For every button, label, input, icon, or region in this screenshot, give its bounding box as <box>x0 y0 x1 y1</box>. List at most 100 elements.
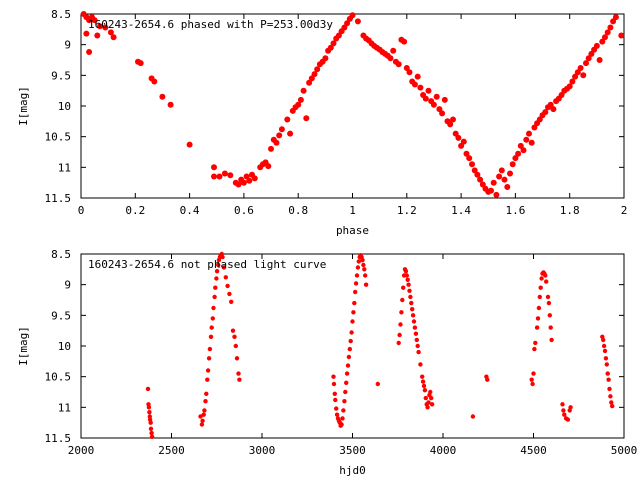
data-point <box>340 416 345 421</box>
data-point <box>206 356 212 361</box>
data-point <box>398 322 403 327</box>
data-point <box>501 176 508 183</box>
data-point <box>403 65 410 71</box>
data-point <box>363 282 369 287</box>
data-point <box>471 167 478 174</box>
data-point <box>412 325 418 330</box>
y-tick-label: 9.5 <box>51 309 71 322</box>
data-point <box>544 279 549 284</box>
data-point <box>199 422 205 427</box>
data-point <box>596 57 603 63</box>
data-point <box>355 265 361 270</box>
data-point <box>580 72 587 79</box>
data-point <box>335 32 342 39</box>
data-point <box>284 116 291 123</box>
data-point <box>602 348 608 354</box>
y-tick-label: 10.5 <box>45 371 72 384</box>
data-point <box>415 343 420 349</box>
data-point <box>532 346 537 352</box>
data-point <box>202 408 207 413</box>
data-point <box>110 34 117 41</box>
data-point <box>322 55 329 62</box>
data-point <box>470 414 476 419</box>
data-point <box>533 340 538 346</box>
data-point <box>400 297 405 303</box>
data-point <box>426 400 431 405</box>
data-point <box>354 273 360 278</box>
data-point <box>347 346 352 352</box>
data-point <box>233 343 238 349</box>
data-point <box>401 285 406 290</box>
data-point <box>213 285 218 290</box>
data-point <box>211 164 217 171</box>
data-point <box>420 379 426 384</box>
data-point <box>413 331 419 336</box>
data-point <box>235 181 242 188</box>
data-point <box>201 412 206 417</box>
data-point <box>490 179 497 186</box>
data-point <box>406 282 411 287</box>
data-point <box>107 29 114 36</box>
y-tick-label: 11.5 <box>45 192 72 205</box>
data-point <box>447 121 454 128</box>
data-point <box>214 276 219 281</box>
data-point <box>612 14 619 21</box>
data-point <box>610 18 617 25</box>
chart-title: 160243-2654.6 not phased light curve <box>88 258 326 271</box>
data-point <box>208 334 214 339</box>
data-point <box>488 187 494 194</box>
data-point <box>460 138 467 145</box>
data-point <box>246 177 253 184</box>
data-point <box>583 60 589 67</box>
phased-light-curve-panel: 0 0.2 0.4 0.6 0.8 1 1.2 1.4 1.6 1.8 2 8.5 9 9.5 10 10.5… <box>17 8 627 237</box>
data-point <box>517 142 524 149</box>
x-tick-label: 2000 <box>68 444 95 457</box>
x-axis-label: hjd0 <box>339 464 366 477</box>
x-tick-label: 5000 <box>611 444 638 457</box>
data-point <box>545 294 551 300</box>
data-point <box>356 259 361 264</box>
data-point <box>407 288 412 293</box>
data-point <box>353 281 359 286</box>
data-point <box>203 399 208 404</box>
data-point <box>439 110 446 117</box>
data-point <box>354 18 361 25</box>
y-tick-label: 9 <box>64 279 71 292</box>
y-axis-label: I[mag] <box>17 326 30 366</box>
data-point <box>349 330 354 335</box>
data-point <box>558 92 565 98</box>
data-point <box>539 276 544 281</box>
data-point <box>349 12 356 19</box>
data-point <box>417 84 424 91</box>
data-point <box>493 191 500 198</box>
data-point <box>344 380 349 385</box>
data-point <box>418 362 423 367</box>
data-point <box>342 399 347 404</box>
plot-frame <box>80 253 625 439</box>
y-tick-label: 9 <box>64 39 71 52</box>
data-point <box>209 325 214 330</box>
data-point <box>528 139 535 146</box>
data-point <box>547 101 554 108</box>
data-point <box>341 24 348 31</box>
data-point <box>344 371 350 376</box>
data-point <box>498 167 505 174</box>
data-point <box>300 87 307 94</box>
data-point <box>543 273 548 278</box>
data-point <box>436 106 443 113</box>
x-tick-label: 0.6 <box>234 204 254 217</box>
data-point <box>428 389 433 395</box>
data-point <box>408 294 413 300</box>
data-point <box>560 402 565 407</box>
y-tick-label: 11 <box>58 161 71 174</box>
data-point <box>345 363 351 368</box>
data-point <box>97 23 103 30</box>
data-point <box>572 73 579 80</box>
data-point <box>303 115 310 122</box>
data-point <box>463 150 470 157</box>
data-point <box>409 300 414 306</box>
data-point <box>523 136 530 143</box>
data-point <box>205 368 211 373</box>
data-point <box>458 142 465 149</box>
